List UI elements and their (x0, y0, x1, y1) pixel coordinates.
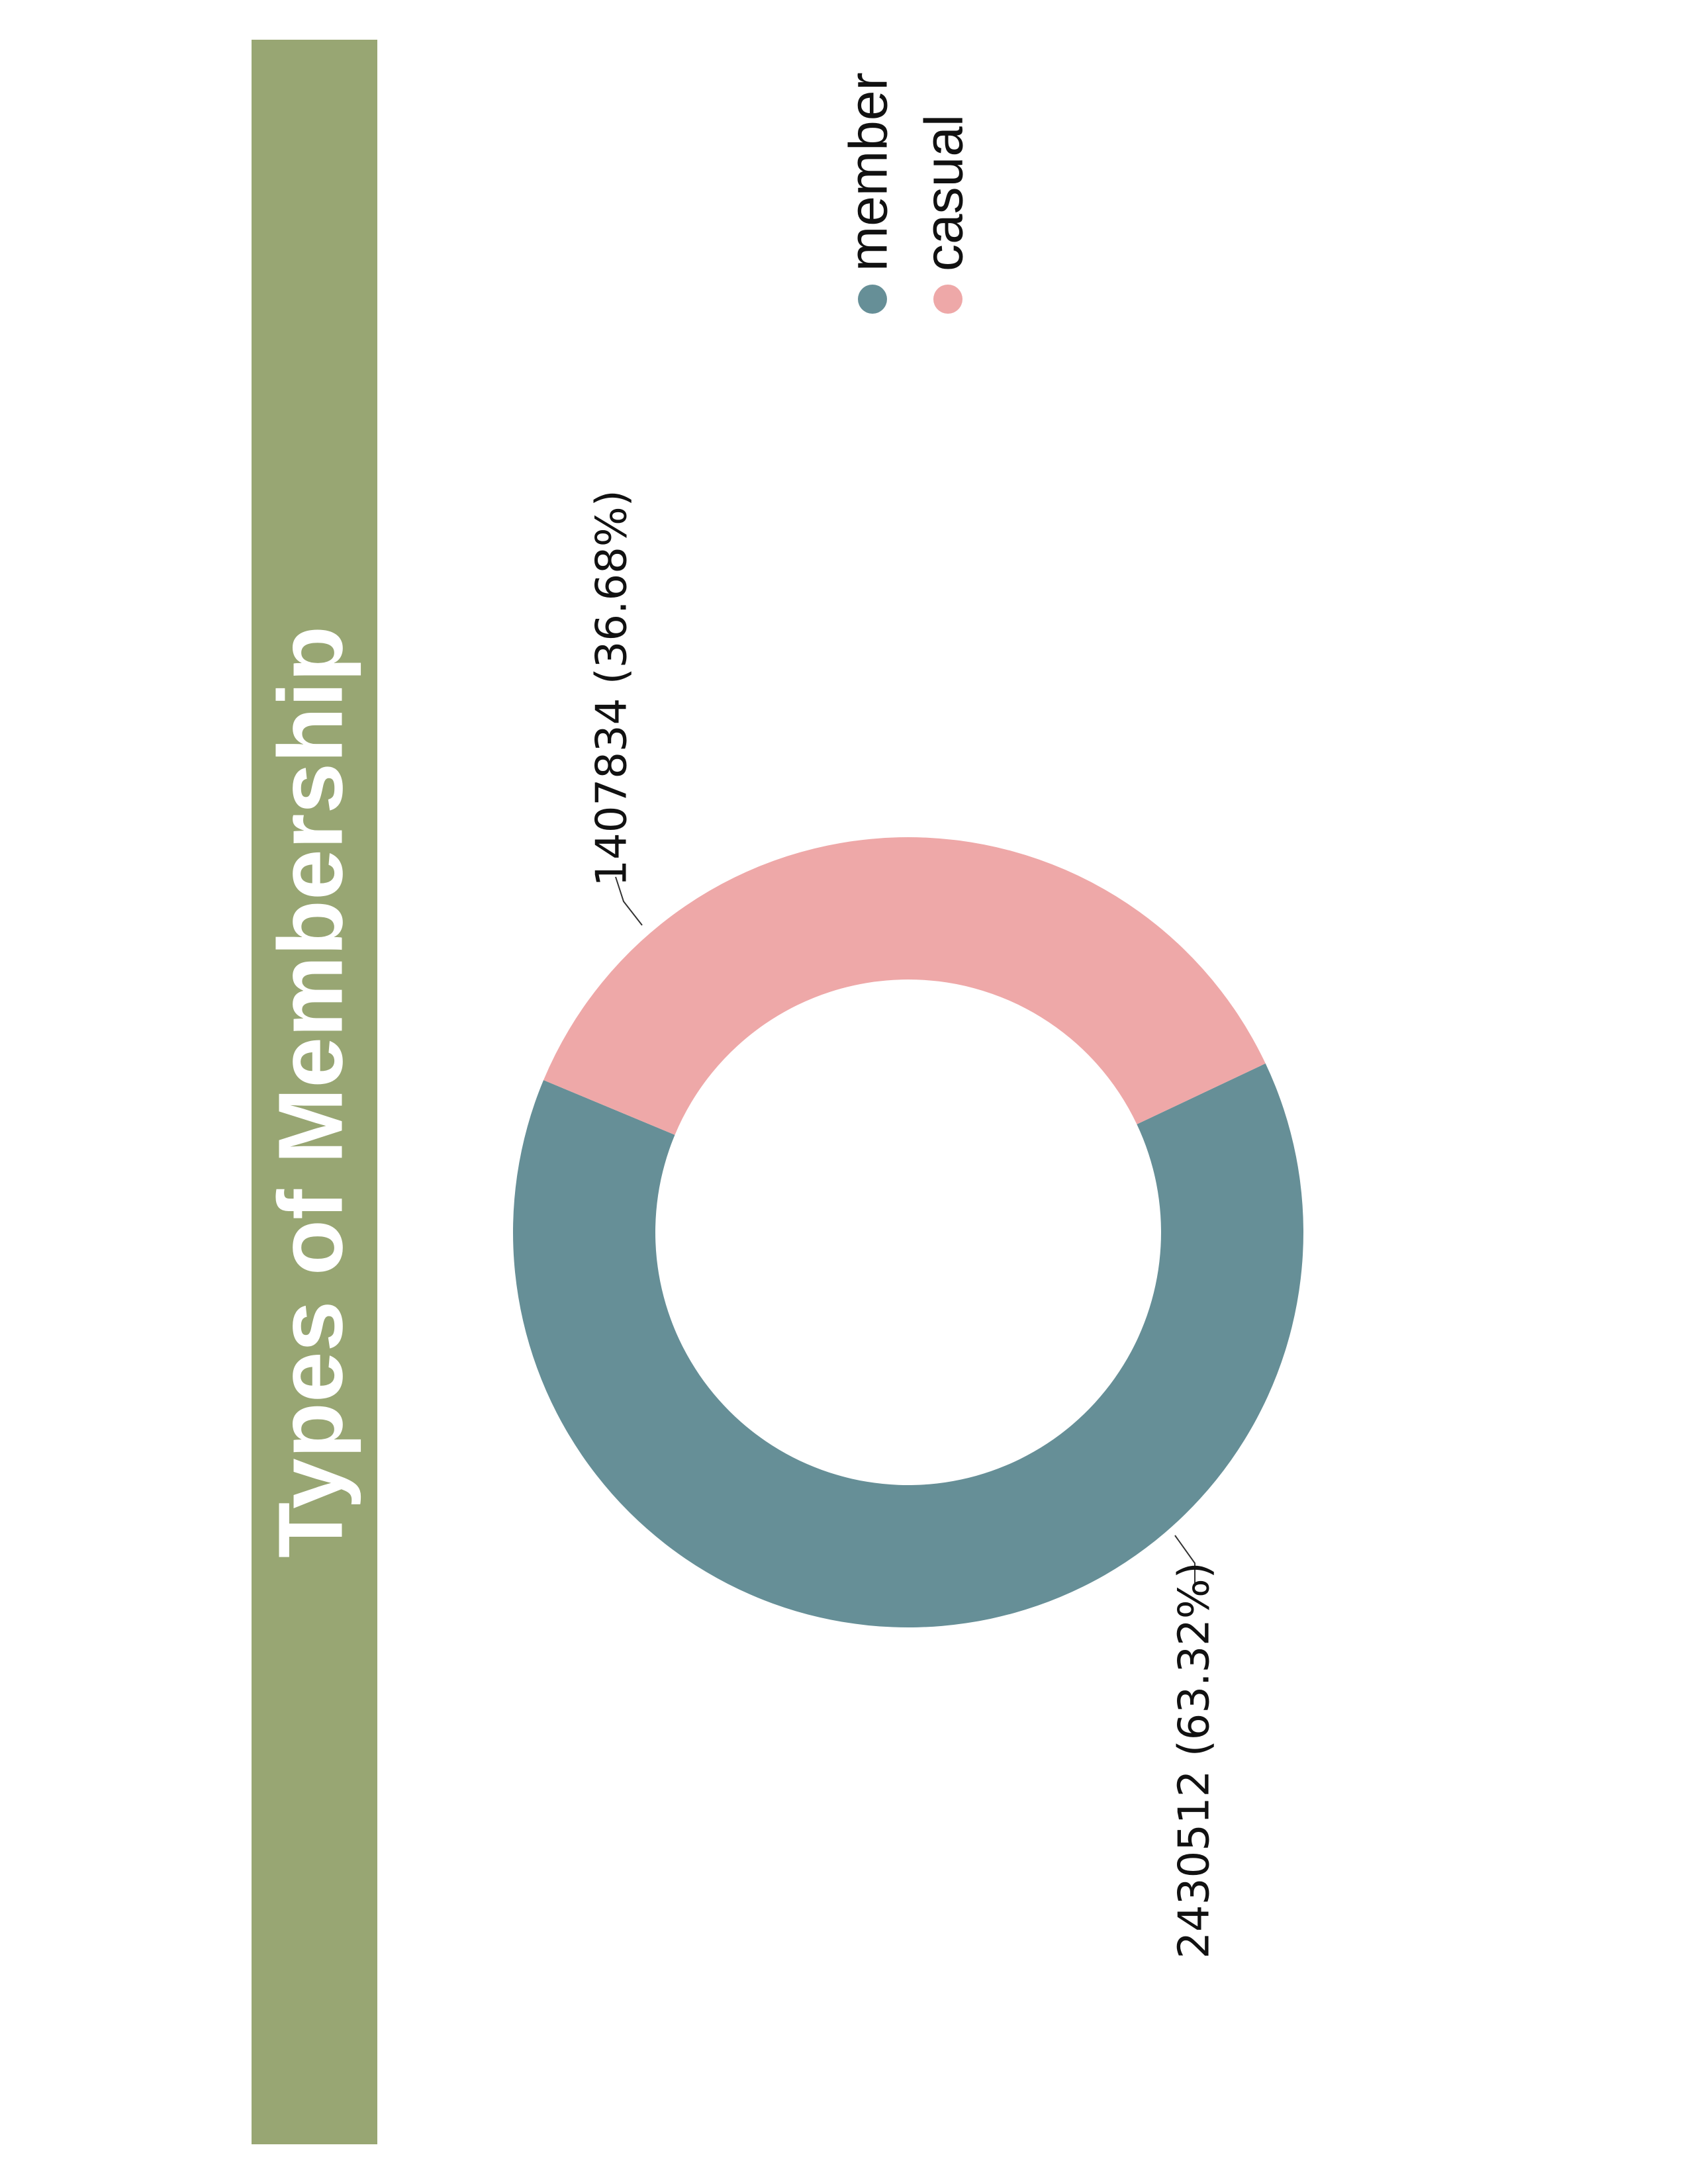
data-labels: 2430512 (63.32%) 1407834 (36.68%) (588, 490, 1219, 1958)
legend-swatch-casual (933, 285, 962, 314)
donut-chart (512, 837, 1303, 1627)
legend-swatch-member (858, 285, 887, 314)
data-label-member: 2430512 (63.32%) (1170, 1562, 1219, 1958)
legend-label-casual: casual (914, 114, 974, 271)
leader-line-member (1174, 1535, 1196, 1583)
leader-line-casual (615, 876, 643, 926)
donut-slice-member (512, 1063, 1303, 1627)
legend-label-member: member (839, 72, 899, 271)
title-bar (252, 40, 377, 2144)
data-label-casual: 1407834 (36.68%) (588, 490, 637, 886)
legend: member casual (839, 72, 974, 314)
chart-title: Types of Membership (259, 626, 361, 1558)
donut-slice-casual (543, 837, 1266, 1135)
